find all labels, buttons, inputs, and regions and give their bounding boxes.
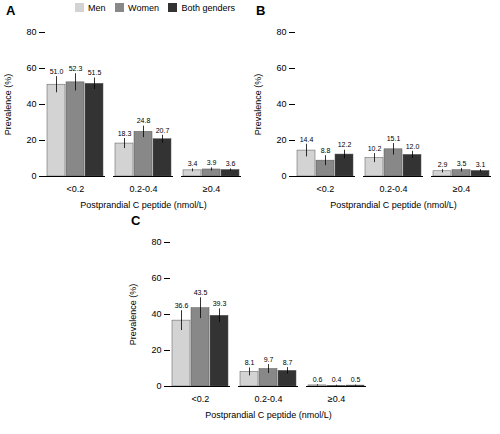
html-text:C: C [131, 212, 141, 228]
svg-text:8.8: 8.8 [321, 147, 331, 154]
svg-text:Postprandial C peptide (nmol/L: Postprandial C peptide (nmol/L) [80, 200, 207, 210]
svg-text:2.9: 2.9 [438, 161, 448, 168]
svg-text:20: 20 [151, 345, 161, 355]
html-text:A: A [6, 2, 16, 18]
svg-text:52.3: 52.3 [69, 65, 83, 72]
svg-text:8.1: 8.1 [245, 359, 255, 366]
svg-text:0.2-0.4: 0.2-0.4 [379, 184, 407, 194]
svg-text:<0.2: <0.2 [192, 394, 210, 404]
svg-text:<0.2: <0.2 [317, 184, 335, 194]
svg-text:80: 80 [276, 27, 286, 37]
svg-text:24.8: 24.8 [137, 117, 151, 124]
svg-text:3.9: 3.9 [207, 159, 217, 166]
svg-text:0: 0 [31, 171, 36, 181]
svg-text:Prevalence (%): Prevalence (%) [253, 74, 263, 136]
svg-text:0.5: 0.5 [351, 376, 361, 383]
svg-text:≥0.4: ≥0.4 [203, 184, 220, 194]
svg-text:14.4: 14.4 [300, 136, 314, 143]
svg-text:3.4: 3.4 [188, 160, 198, 167]
svg-text:60: 60 [276, 63, 286, 73]
svg-text:≥0.4: ≥0.4 [453, 184, 470, 194]
svg-text:Postprandial C peptide (nmol/L: Postprandial C peptide (nmol/L) [205, 410, 332, 420]
svg-text:8.7: 8.7 [283, 359, 293, 366]
svg-text:51.5: 51.5 [88, 69, 102, 76]
html-text:Men: Men [88, 2, 106, 13]
svg-text:40: 40 [151, 309, 161, 319]
svg-text:18.3: 18.3 [118, 130, 132, 137]
html-text:B: B [256, 2, 266, 18]
svg-text:39.3: 39.3 [213, 300, 227, 307]
svg-text:60: 60 [151, 273, 161, 283]
svg-text:15.1: 15.1 [387, 135, 401, 142]
svg-text:20: 20 [276, 135, 286, 145]
svg-text:36.6: 36.6 [175, 302, 189, 309]
svg-text:3.1: 3.1 [476, 161, 486, 168]
svg-text:10.2: 10.2 [368, 145, 382, 152]
svg-text:0.4: 0.4 [332, 376, 342, 383]
svg-text:40: 40 [26, 99, 36, 109]
svg-text:9.7: 9.7 [264, 356, 274, 363]
svg-text:3.5: 3.5 [457, 160, 467, 167]
svg-text:0.2-0.4: 0.2-0.4 [129, 184, 157, 194]
svg-text:Prevalence (%): Prevalence (%) [128, 284, 138, 346]
svg-text:80: 80 [26, 27, 36, 37]
svg-text:40: 40 [276, 99, 286, 109]
svg-text:43.5: 43.5 [194, 289, 208, 296]
svg-text:12.2: 12.2 [338, 141, 352, 148]
svg-text:12.0: 12.0 [406, 143, 420, 150]
svg-text:80: 80 [151, 237, 161, 247]
svg-text:0: 0 [281, 171, 286, 181]
svg-text:20: 20 [26, 135, 36, 145]
svg-text:51.0: 51.0 [50, 68, 64, 75]
svg-text:20.7: 20.7 [156, 127, 170, 134]
svg-text:0: 0 [156, 381, 161, 391]
svg-text:<0.2: <0.2 [67, 184, 85, 194]
svg-text:0.2-0.4: 0.2-0.4 [254, 394, 282, 404]
html-text:Both genders: Both genders [181, 2, 235, 13]
svg-text:≥0.4: ≥0.4 [328, 394, 345, 404]
svg-text:0.6: 0.6 [313, 376, 323, 383]
svg-text:Postprandial C peptide (nmol/L: Postprandial C peptide (nmol/L) [330, 200, 457, 210]
html-text:Women: Women [128, 2, 159, 13]
svg-text:Prevalence (%): Prevalence (%) [3, 74, 13, 136]
svg-text:3.6: 3.6 [226, 160, 236, 167]
svg-text:60: 60 [26, 63, 36, 73]
